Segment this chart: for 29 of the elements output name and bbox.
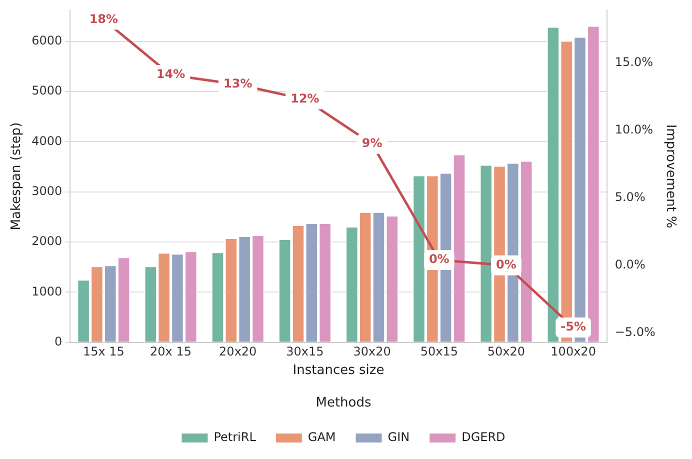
x-tick-label: 15x 15	[82, 344, 124, 359]
y-axis-title: Makespan (step)	[9, 122, 24, 230]
y2-tick-label: 15.0%	[614, 54, 653, 69]
y-tick-label: 4000	[32, 134, 62, 148]
y-tick-label: 1000	[32, 284, 62, 298]
y-tick-label: 0	[54, 334, 62, 349]
x-tick-label: 30x15	[286, 344, 324, 359]
x-tick-label: 20x 15	[150, 344, 192, 359]
y2-tick-label: 0.0%	[614, 258, 646, 272]
x-tick-label: 50x15	[420, 344, 458, 359]
legend-title: Methods	[316, 395, 372, 410]
x-tick-label: 30x20	[353, 344, 391, 359]
x-axis-title: Instances size	[292, 362, 384, 378]
y-tick-label: 3000	[32, 184, 62, 198]
x-tick-label: 20x20	[219, 344, 257, 359]
x-tick-label: 100x20	[550, 344, 596, 359]
legend-label: PetriRL	[214, 430, 256, 444]
y2-tick-label: 10.0%	[614, 122, 653, 137]
y-tick-label: 2000	[32, 234, 62, 248]
y2-tick-label: −5.0%	[614, 325, 656, 340]
legend-label: GIN	[388, 430, 410, 444]
legend-label: DGERD	[462, 430, 506, 444]
x-tick-label: 50x20	[487, 344, 526, 359]
legend-label: GAM	[308, 430, 336, 444]
data-label: 18%	[89, 12, 118, 26]
y2-axis-title: Improvement %	[662, 124, 678, 228]
y-tick-label: 6000	[32, 33, 62, 48]
y2-tick-label: 5.0%	[614, 190, 646, 204]
y-tick-label: 5000	[32, 84, 62, 98]
